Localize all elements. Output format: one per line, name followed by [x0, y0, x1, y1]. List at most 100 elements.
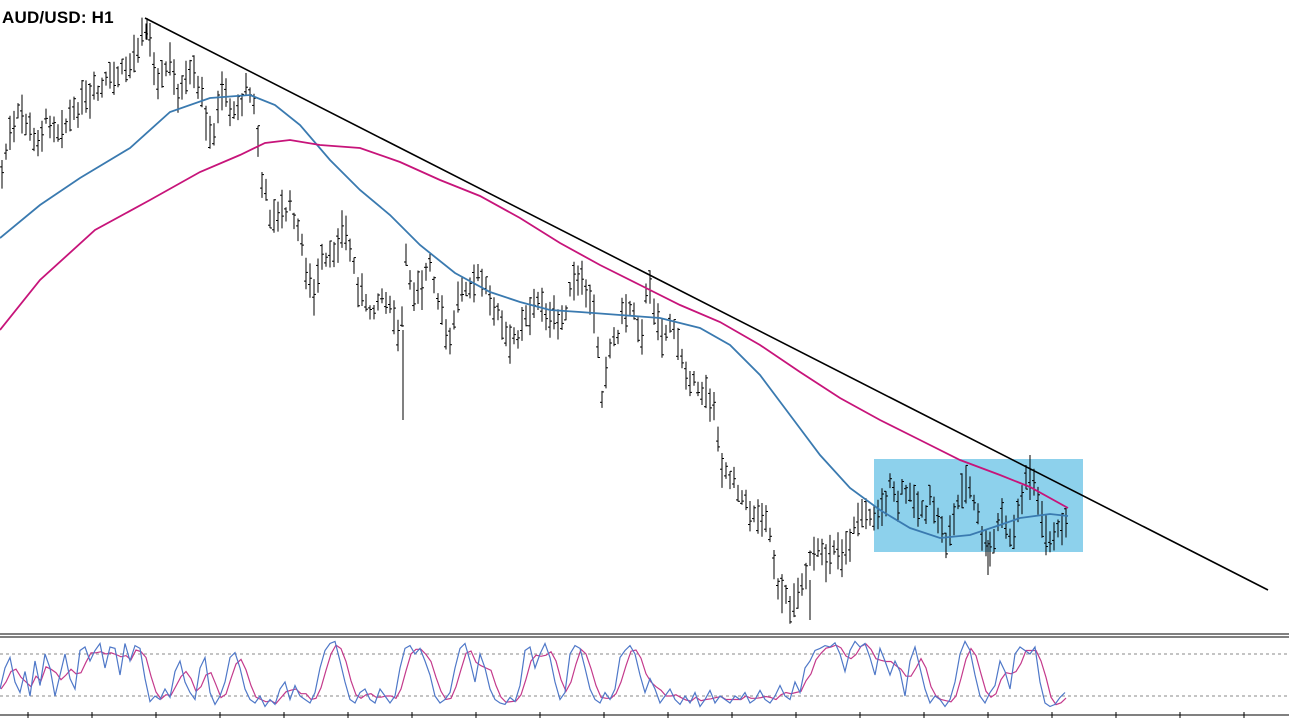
price-bar	[976, 503, 980, 525]
price-bars	[0, 17, 1068, 624]
price-bar	[796, 577, 800, 609]
price-bar	[704, 374, 708, 409]
price-bar	[320, 243, 324, 270]
price-bar	[828, 534, 832, 575]
price-bar	[196, 75, 200, 99]
price-bar	[916, 491, 920, 527]
price-bar	[260, 172, 264, 198]
price-bar	[420, 270, 424, 310]
price-bar	[936, 507, 940, 534]
price-bar	[740, 490, 744, 505]
price-bar	[164, 61, 168, 77]
price-bar	[136, 37, 140, 63]
price-bar	[1048, 531, 1052, 553]
price-bar	[232, 101, 236, 119]
price-bar	[152, 52, 156, 86]
price-bar	[908, 482, 912, 502]
price-bar	[756, 499, 760, 534]
price-bar	[620, 297, 624, 325]
price-bar	[896, 490, 900, 522]
price-bar	[8, 115, 12, 150]
chart-title: AUD/USD: H1	[2, 8, 114, 27]
price-bar	[996, 513, 1000, 532]
price-bar	[992, 529, 996, 554]
price-bar	[148, 23, 152, 57]
price-bar	[216, 90, 220, 124]
price-bar	[524, 305, 528, 327]
price-bar	[200, 76, 204, 108]
price-bar	[1064, 507, 1068, 538]
price-bar	[316, 258, 320, 293]
price-bar	[864, 498, 868, 530]
price-bar	[224, 78, 228, 107]
price-bar	[932, 496, 936, 524]
price-bar	[480, 268, 484, 297]
price-bar	[396, 319, 400, 352]
price-bar	[952, 503, 956, 536]
price-bar	[1032, 468, 1036, 496]
stochastic-signal-line	[0, 643, 1067, 706]
price-bar	[540, 287, 544, 322]
price-bar	[108, 61, 112, 89]
price-bar	[668, 313, 672, 333]
price-bar	[496, 303, 500, 321]
price-bar	[244, 73, 248, 96]
price-bar	[1044, 515, 1048, 556]
price-bar	[604, 356, 608, 389]
price-bar	[312, 279, 316, 316]
price-bar	[904, 484, 908, 504]
price-bar	[44, 108, 48, 124]
price-bar	[588, 284, 592, 315]
price-bar	[188, 59, 192, 85]
price-bar	[664, 324, 668, 341]
price-bar	[560, 305, 564, 330]
price-bar	[792, 583, 796, 618]
price-bar	[80, 80, 84, 115]
price-bar	[580, 260, 584, 295]
price-bar	[376, 293, 380, 311]
price-bar	[568, 282, 572, 297]
price-bar	[356, 277, 360, 308]
price-bar	[616, 329, 620, 345]
price-bar	[688, 371, 692, 397]
price-bar	[816, 538, 820, 557]
price-bar	[432, 276, 436, 294]
price-bar	[36, 130, 40, 157]
price-bar	[96, 85, 100, 101]
price-bar	[968, 476, 972, 499]
price-bar	[504, 321, 508, 347]
price-bar	[972, 494, 976, 511]
price-bar	[868, 508, 872, 526]
price-bar	[612, 327, 616, 347]
price-bar	[32, 127, 36, 152]
price-bar	[748, 501, 752, 532]
price-bar	[696, 381, 700, 397]
price-bar	[728, 470, 732, 490]
price-bar	[660, 318, 664, 358]
price-bar	[160, 60, 164, 88]
price-bar	[212, 123, 216, 146]
price-bar	[292, 212, 296, 230]
price-bar	[236, 94, 240, 121]
price-bar	[596, 336, 600, 358]
price-bar	[552, 295, 556, 330]
price-bar	[128, 53, 132, 79]
price-bar	[388, 295, 392, 314]
price-bar	[464, 281, 468, 297]
price-bar	[52, 116, 56, 143]
price-bar	[384, 292, 388, 314]
price-bar	[348, 238, 352, 262]
price-bar	[304, 257, 308, 290]
price-bar	[0, 160, 4, 189]
price-bar	[172, 59, 176, 95]
price-bar	[836, 532, 840, 570]
price-bar	[884, 490, 888, 517]
price-bar	[28, 112, 32, 141]
price-bar	[40, 120, 44, 152]
price-bar	[892, 481, 896, 502]
price-bar	[656, 303, 660, 341]
price-bar	[880, 488, 884, 526]
price-bar	[484, 276, 488, 295]
price-bar	[352, 257, 356, 274]
